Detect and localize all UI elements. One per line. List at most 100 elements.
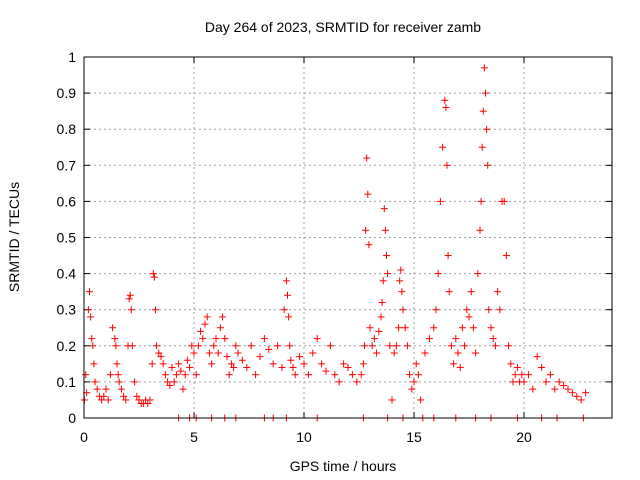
data-point (456, 363, 464, 371)
data-point (84, 306, 92, 314)
data-point (203, 313, 211, 321)
data-point (300, 360, 308, 368)
data-point (313, 335, 321, 343)
data-point (472, 349, 480, 357)
data-point (461, 342, 469, 350)
data-point (425, 335, 433, 343)
data-point (247, 342, 255, 350)
data-point (538, 363, 546, 371)
y-tick-label: 0.7 (57, 157, 77, 173)
data-point (280, 306, 288, 314)
data-point (379, 277, 387, 285)
data-point (366, 324, 374, 332)
data-point (88, 335, 96, 343)
data-point (188, 342, 196, 350)
data-point (384, 270, 392, 278)
data-point (477, 197, 485, 205)
data-point (135, 396, 143, 404)
data-point (117, 385, 125, 393)
data-point (260, 335, 268, 343)
data-point (177, 367, 185, 375)
data-point (463, 306, 471, 314)
data-point (381, 226, 389, 234)
data-point (500, 197, 508, 205)
data-point (194, 342, 202, 350)
data-point (179, 385, 187, 393)
data-point (112, 342, 120, 350)
data-point (513, 363, 521, 371)
data-point (221, 335, 229, 343)
data-point (368, 342, 376, 350)
data-point (482, 89, 489, 97)
data-point (90, 360, 98, 368)
data-point (359, 360, 367, 368)
data-point (157, 353, 165, 361)
data-point (326, 342, 334, 350)
x-axis-label: GPS time / hours (290, 458, 397, 474)
data-point (234, 349, 242, 357)
data-point (353, 378, 361, 386)
data-point (289, 363, 297, 371)
data-point (153, 342, 161, 350)
y-tick-label: 0.1 (57, 374, 77, 390)
data-point (403, 342, 411, 350)
data-point (216, 324, 224, 332)
chart-title: Day 264 of 2023, SRMTID for receiver zam… (205, 19, 481, 35)
data-point (122, 396, 130, 404)
data-point (100, 392, 108, 400)
data-point (408, 385, 416, 393)
data-point (149, 270, 157, 278)
data-point (401, 324, 409, 332)
data-point (238, 356, 246, 364)
data-point (507, 360, 515, 368)
data-point (230, 363, 238, 371)
y-tick-label: 0 (68, 410, 76, 426)
data-point (467, 288, 475, 296)
data-point (577, 396, 585, 404)
data-point (127, 306, 135, 314)
data-point (199, 335, 207, 343)
data-point (520, 378, 528, 386)
data-point (344, 363, 352, 371)
y-tick-label: 0.5 (57, 230, 77, 246)
axis-ticks: 00.10.20.30.40.50.60.70.80.910 5 10 15 20 (57, 49, 612, 445)
data-point (450, 360, 458, 368)
data-point (447, 342, 455, 350)
data-point (380, 205, 388, 213)
data-point (524, 371, 532, 379)
data-point (361, 342, 368, 350)
data-point (469, 324, 477, 332)
data-point (82, 371, 90, 379)
data-point (225, 371, 233, 379)
data-point (214, 349, 222, 357)
data-point (287, 356, 295, 364)
data-point (91, 378, 99, 386)
y-tick-label: 0.9 (57, 85, 77, 101)
y-tick-label: 0.8 (57, 121, 77, 137)
data-point (573, 392, 581, 400)
data-point (274, 342, 282, 350)
data-point (170, 378, 178, 386)
data-point (365, 241, 373, 249)
data-point (363, 154, 371, 162)
data-point (511, 371, 519, 379)
data-point (93, 385, 101, 393)
data-point (454, 349, 462, 357)
data-point (175, 360, 183, 368)
data-point (370, 335, 378, 343)
data-point (491, 342, 499, 350)
data-point (304, 371, 312, 379)
data-point (98, 396, 106, 404)
data-point (502, 252, 510, 260)
data-point (265, 345, 273, 353)
data-point (223, 353, 231, 361)
data-point (150, 273, 158, 281)
data-point (441, 96, 449, 104)
data-point (285, 313, 293, 321)
data-point (494, 288, 502, 296)
data-point (480, 64, 488, 72)
data-point (478, 143, 486, 151)
data-point (406, 371, 414, 379)
data-point (126, 291, 134, 299)
data-point (104, 396, 112, 404)
